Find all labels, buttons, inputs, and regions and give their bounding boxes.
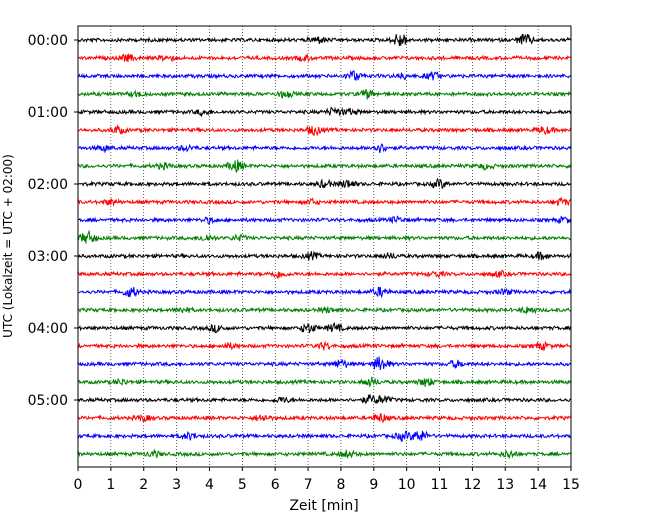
trace-0230: [77, 215, 572, 225]
plot-frame: [77, 25, 572, 468]
trace-0445: [77, 376, 572, 388]
trace-0245: [77, 230, 572, 244]
trace-0115: [77, 124, 572, 136]
trace-0500: [77, 394, 572, 405]
y-tick-label: 05:00: [28, 393, 68, 409]
trace-0545: [77, 448, 572, 460]
x-tick-label: 13: [496, 477, 514, 493]
x-tick-label: 7: [304, 477, 313, 493]
trace-0215: [77, 196, 572, 207]
trace-0415: [77, 340, 572, 352]
trace-0530: [77, 429, 572, 442]
x-axis: 0 1 2 3 4 5 6 7 8 9 10 11 12 13 14 15: [74, 467, 580, 493]
trace-0430: [77, 356, 572, 370]
x-tick-label: 2: [139, 477, 148, 493]
y-tick-label: 03:00: [28, 249, 68, 265]
trace-group: [77, 33, 572, 460]
x-tick-label: 12: [463, 477, 481, 493]
plot-background: [78, 26, 571, 467]
trace-0145: [77, 159, 572, 173]
y-axis-label: UTC (Lokalzeit = UTC + 02:00): [1, 154, 15, 338]
trace-0300: [77, 250, 572, 261]
trace-0000: [77, 33, 572, 47]
x-tick-label: 10: [398, 477, 416, 493]
x-tick-label: 0: [74, 477, 83, 493]
y-tick-label: 02:00: [28, 177, 68, 193]
y-tick-label: 04:00: [28, 321, 68, 337]
x-tick-label: 15: [562, 477, 580, 493]
trace-0200: [77, 177, 572, 189]
trace-0130: [77, 143, 572, 154]
x-tick-label: 4: [205, 477, 214, 493]
x-axis-label: Zeit [min]: [289, 498, 358, 514]
x-tick-label: 11: [431, 477, 449, 493]
trace-0515: [77, 413, 572, 424]
x-tick-label: 3: [172, 477, 181, 493]
trace-0330: [77, 286, 572, 299]
x-tick-label: 8: [336, 477, 345, 493]
trace-0030: [77, 70, 572, 81]
y-tick-label: 01:00: [28, 105, 68, 121]
trace-0015: [77, 53, 572, 63]
x-tick-label: 14: [529, 477, 547, 493]
trace-0045: [77, 88, 572, 100]
x-tick-label: 1: [106, 477, 115, 493]
y-tick-label: 00:00: [28, 33, 68, 49]
y-axis: 00:00 01:00 02:00 03:00 04:00 05:00: [28, 33, 78, 409]
x-tick-label: 6: [271, 477, 280, 493]
trace-0100: [77, 106, 572, 118]
trace-0315: [77, 269, 572, 280]
x-tick-label: 5: [238, 477, 247, 493]
trace-0400: [77, 322, 572, 334]
x-tick-label: 9: [369, 477, 378, 493]
trace-0345: [77, 306, 572, 315]
